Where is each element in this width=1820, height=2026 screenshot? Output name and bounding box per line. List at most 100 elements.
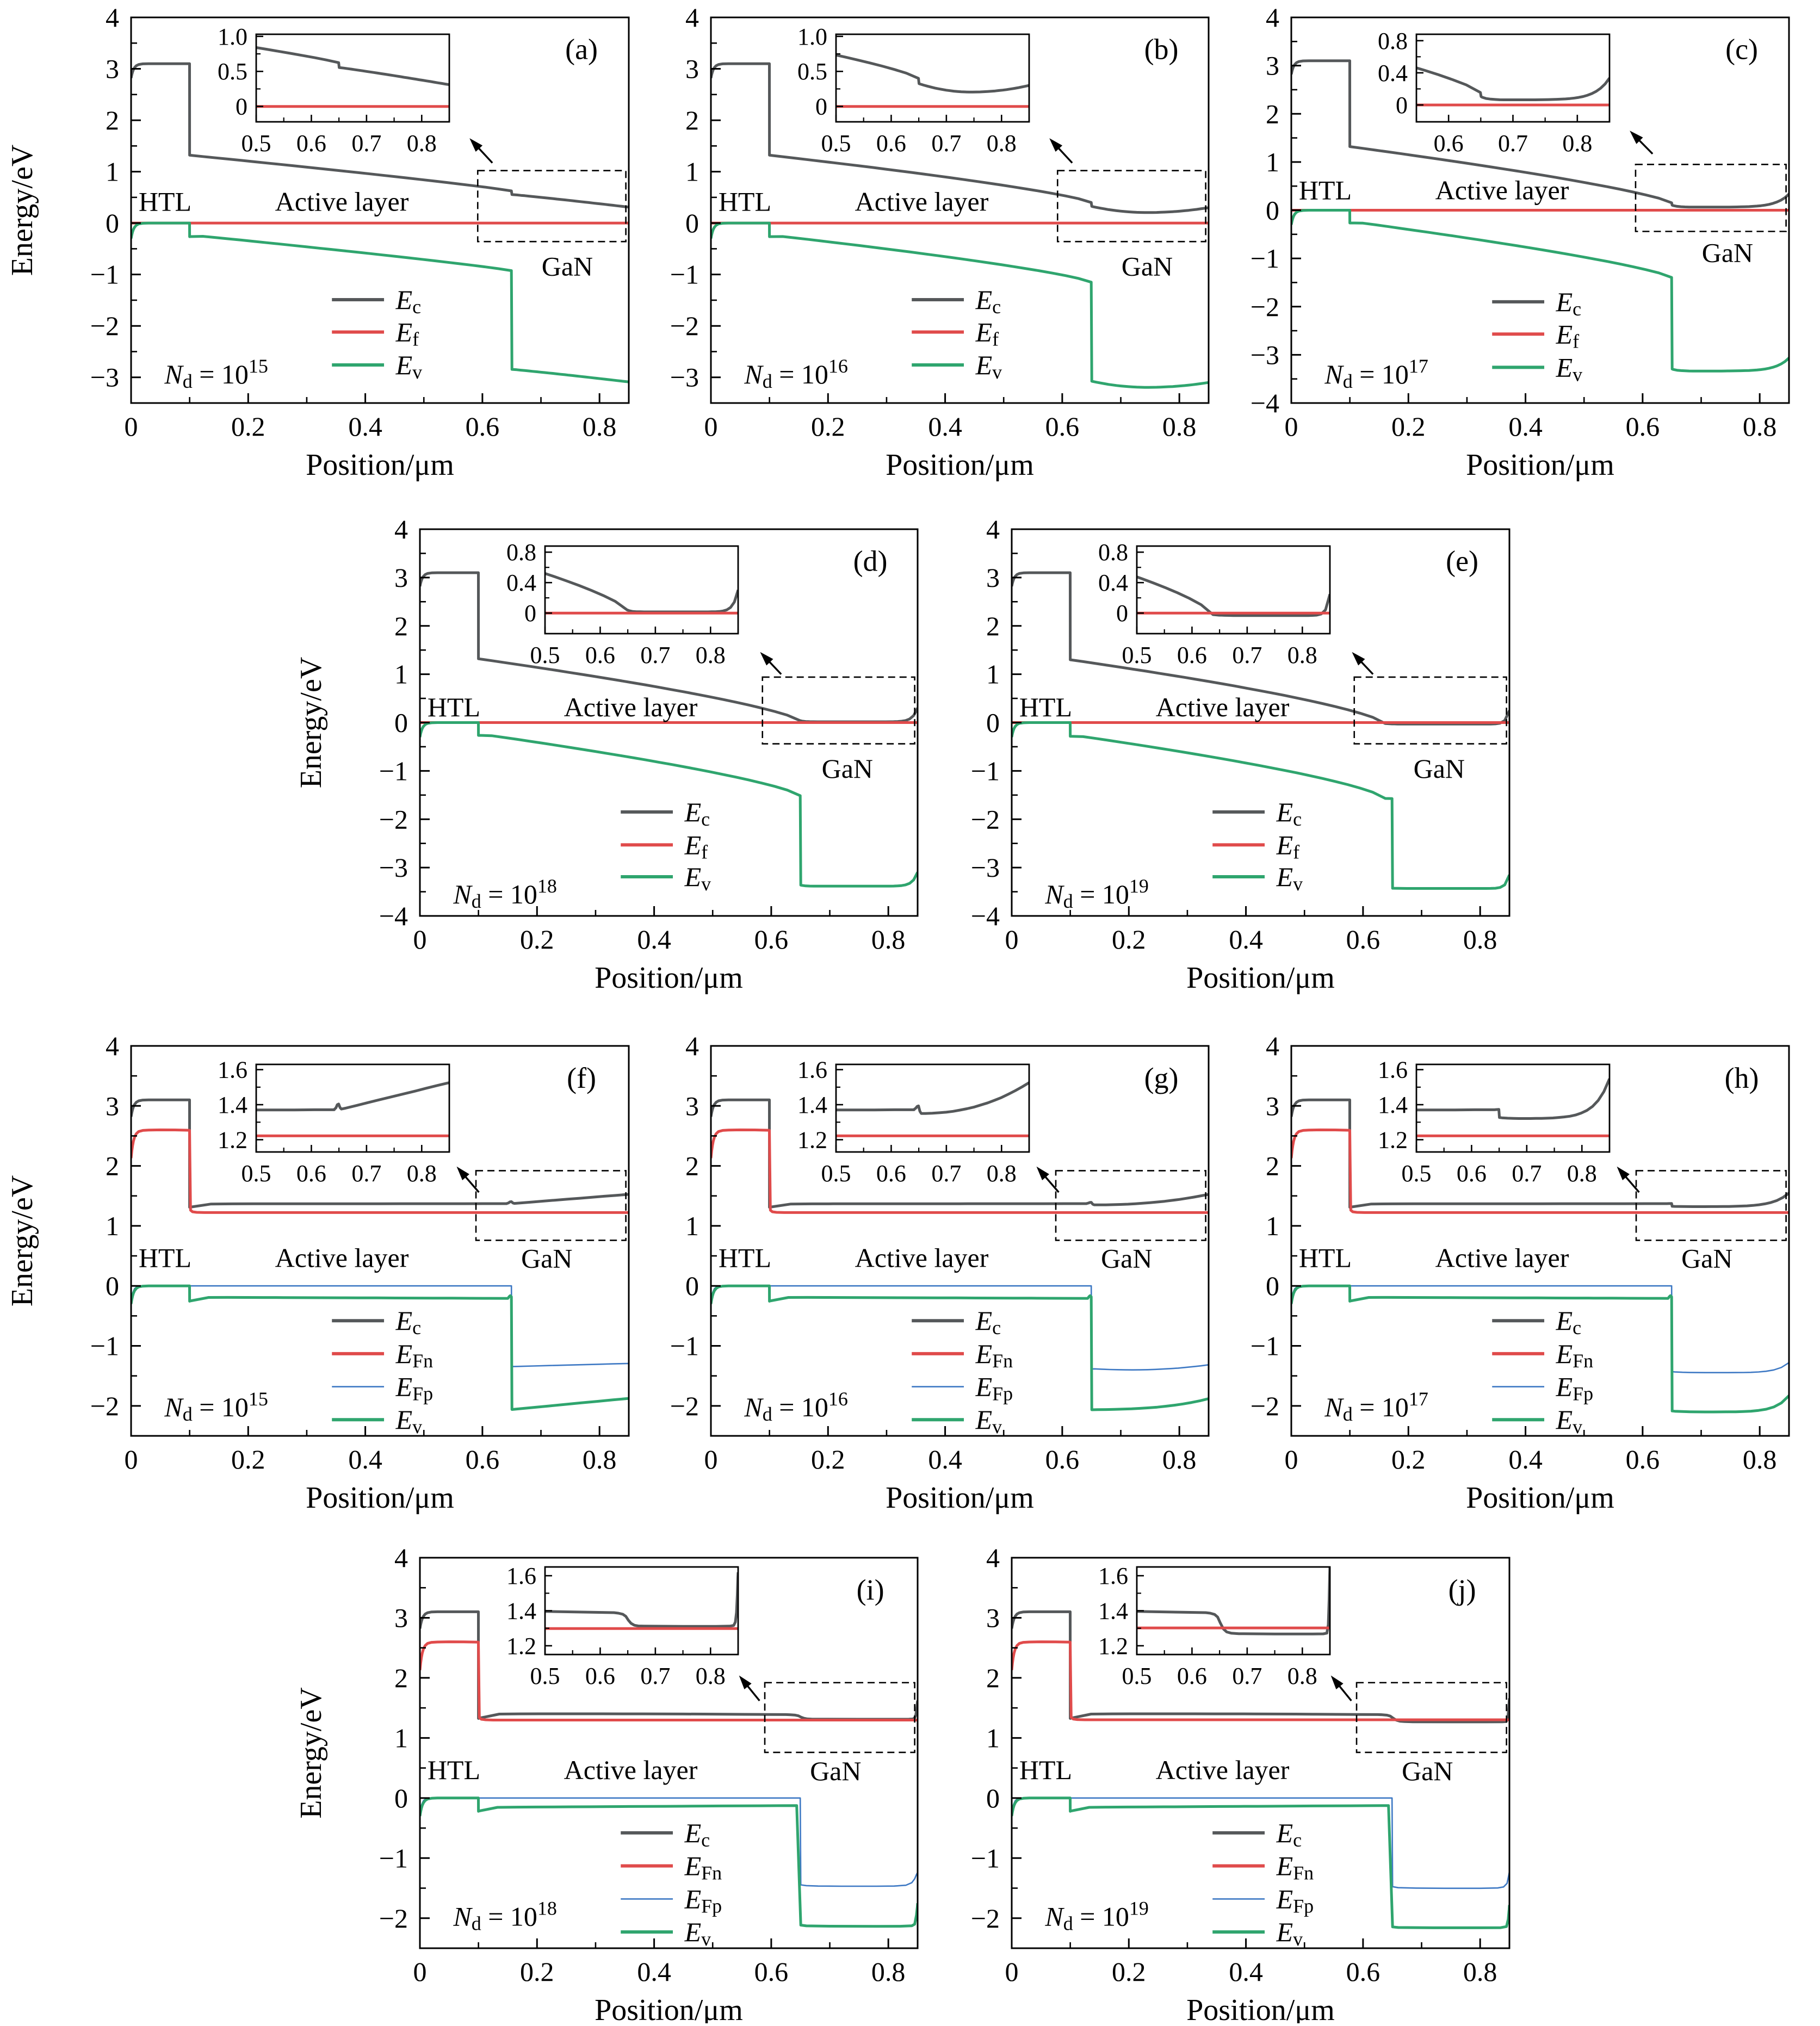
panel-c-inset: 0.6 0.7 0.8 0 0.4 0.8 [1378,28,1611,157]
y-tick-label: −1 [670,259,699,290]
inset-y-tick-label: 0.4 [1378,60,1408,86]
panel-a-curve-Ev [131,221,629,383]
panel-e-curves [1012,571,1509,890]
region-label-active-layer: Active layer [1435,175,1569,205]
inset-y-tick-label: 1.6 [1378,1057,1408,1083]
inset-frame [1415,1063,1611,1153]
region-label-active-layer: Active layer [855,186,989,216]
inset-x-tick-label: 0.6 [1434,130,1464,157]
x-tick-label: 0.6 [1045,1444,1080,1474]
inset-curve-Ec [1416,66,1609,101]
y-tick-label: 0 [394,1783,408,1813]
y-tick-label: 1 [986,1723,1000,1753]
panel-a: 0 0.2 0.4 0.6 0.8 −3 −2 −1 0 1 2 3 4 Position/μm Energ… [5,2,630,482]
x-axis-title: Position/μm [595,961,743,995]
x-tick-label: 0.6 [466,1444,500,1474]
panel-f-frame [130,1045,630,1437]
inset-x-tick-label: 0.6 [296,1160,326,1187]
y-tick-label: −1 [90,1331,119,1361]
y-tick-label: 0 [106,208,119,238]
y-tick-label: 2 [986,1663,1000,1693]
panel-letter: (g) [1144,1062,1179,1094]
panel-g-axes: 0 0.2 0.4 0.6 0.8 −2 −1 0 1 2 3 4 [670,1031,1197,1474]
y-tick-label: 0 [986,708,1000,738]
y-tick-label: 4 [1266,2,1279,33]
x-tick-label: 0.6 [1626,411,1660,442]
inset-x-tick-label: 0.8 [987,130,1017,157]
inset-x-tick-label: 0.6 [1177,1663,1207,1689]
y-axis-title: Energy/eV [5,145,39,276]
y-tick-label: 1 [394,1723,408,1753]
legend-label: EFp [1276,1884,1314,1917]
zoom-region-box [762,676,915,745]
y-tick-label: 2 [394,611,408,641]
inset-x-tick-label: 0.5 [821,130,851,157]
inset-x-tick-label: 0.6 [876,130,906,157]
legend-label: EFn [975,1339,1013,1372]
zoom-arrow-head [1330,1675,1344,1690]
panel-letter: (d) [853,545,888,578]
panel-g-curve-Ev [711,1284,1209,1411]
inset-y-tick-label: 1.2 [1378,1126,1408,1153]
y-tick-label: 1 [106,1211,119,1241]
x-axis-title: Position/μm [1466,1481,1614,1515]
x-tick-label: 0.2 [1112,1956,1146,1987]
inset-x-tick-label: 0.6 [585,1663,615,1689]
panel-letter: (i) [857,1573,884,1606]
region-label-htl: HTL [1299,1242,1352,1273]
y-tick-label: 2 [685,105,699,135]
inset-curve-Ec [1137,1567,1330,1635]
region-label-htl: HTL [1299,175,1352,205]
y-tick-label: 4 [986,1542,1000,1573]
x-tick-label: 0.4 [1229,924,1263,955]
inset-x-tick-label: 0.5 [1122,1663,1152,1689]
panel-f-curve-EFn [131,1128,629,1214]
legend-label: Ec [684,797,710,830]
inset-x-tick-label: 0.6 [1177,642,1207,668]
y-tick-label: −2 [379,804,408,834]
inset-frame [835,33,1030,123]
panel-j-axes: 0 0.2 0.4 0.6 0.8 −2 −1 0 1 2 3 4 [971,1542,1497,1987]
y-tick-label: −1 [971,755,1000,786]
x-tick-label: 0.2 [1391,1444,1426,1474]
y-tick-label: 2 [1266,98,1279,129]
x-tick-label: 0.4 [637,1956,671,1987]
x-tick-label: 0.8 [1463,924,1497,955]
x-tick-label: 0.4 [637,924,671,955]
panel-a-axes: 0 0.2 0.4 0.6 0.8 −3 −2 −1 0 1 2 3 4 [90,2,617,442]
x-tick-label: 0.2 [231,411,265,442]
nd-label: Nd = 1018 [453,875,557,912]
legend-label: Ev [975,350,1002,383]
inset-x-tick-label: 0.5 [1402,1160,1432,1187]
y-tick-label: 0 [986,1783,1000,1813]
inset-y-tick-label: 0 [524,600,536,627]
inset-x-tick-label: 0.8 [696,642,726,668]
inset-curve-Ec [836,53,1029,94]
panel-letter: (e) [1446,545,1478,578]
inset-x-tick-label: 0.5 [530,642,560,668]
zoom-region-box [1353,676,1507,745]
legend-label: Ev [1556,352,1583,385]
inset-x-tick-label: 0.6 [1457,1160,1487,1187]
y-tick-label: −1 [379,1843,408,1873]
zoom-arrow-head [1049,138,1063,152]
x-tick-label: 0.2 [1112,924,1146,955]
legend-label: Ev [1276,862,1303,895]
x-tick-label: 0 [125,1444,138,1474]
inset-frame [255,33,450,123]
inset-frame [835,1063,1030,1153]
inset-x-tick-label: 0.5 [821,1160,851,1187]
inset-y-tick-label: 1.4 [1098,1597,1128,1624]
y-tick-label: 2 [1266,1151,1279,1181]
inset-frame [255,1063,450,1153]
zoom-arrow-head [1036,1166,1049,1180]
panel-h-curve-Ec [1291,1098,1789,1209]
panel-j-curve-EFn [1012,1640,1509,1721]
x-tick-label: 0.6 [754,1956,789,1987]
x-tick-label: 0.4 [1508,411,1543,442]
legend-label: Ec [975,284,1001,318]
x-tick-label: 0 [413,1956,427,1987]
inset-x-tick-label: 0.7 [1512,1160,1542,1187]
